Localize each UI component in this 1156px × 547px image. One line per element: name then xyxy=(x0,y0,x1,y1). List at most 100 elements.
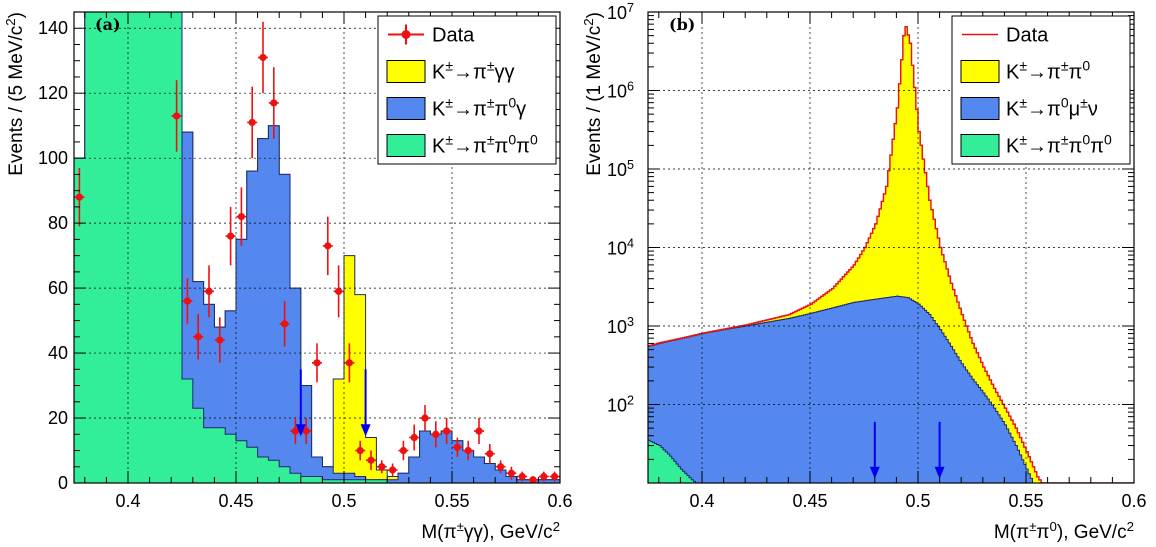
data-point xyxy=(183,297,191,305)
data-point xyxy=(518,472,526,481)
x-axis-title-sup: ± xyxy=(457,519,464,534)
y-tick-base: 10 xyxy=(607,239,627,259)
plot-area xyxy=(648,25,1134,483)
data-point xyxy=(551,472,559,481)
y-tick-exponent: 6 xyxy=(627,80,634,94)
y-tick-base: 10 xyxy=(607,317,627,337)
data-point xyxy=(194,333,202,341)
legend-label-part: ν xyxy=(1088,99,1098,121)
y-tick-label: 120 xyxy=(38,83,68,103)
legend-label: K±→π±π0γ xyxy=(432,95,526,121)
data-point xyxy=(237,213,245,221)
legend-label-part: K xyxy=(1006,62,1020,84)
x-tick-label: 0.6 xyxy=(1121,491,1146,511)
y-tick-exponent: 2 xyxy=(627,394,634,408)
legend-label-part: ± xyxy=(1080,95,1088,111)
data-point xyxy=(540,472,548,481)
legend-label-part: K xyxy=(1006,136,1020,158)
data-point xyxy=(173,112,181,120)
legend-label-part: ± xyxy=(1019,95,1027,111)
data-point xyxy=(497,463,505,471)
x-axis-title-sup: 2 xyxy=(1127,519,1134,534)
y-tick-label: 103 xyxy=(607,315,634,337)
legend-label-part: 0 xyxy=(508,132,516,148)
data-point xyxy=(529,476,537,484)
y-axis-title-part: ) xyxy=(6,12,27,18)
plot-area xyxy=(74,12,560,483)
legend-label-part: →π xyxy=(453,62,487,84)
legend-label-part: γ xyxy=(516,99,526,121)
legend-data-marker xyxy=(401,30,411,39)
data-point xyxy=(335,287,343,295)
x-axis-title-part: π xyxy=(1036,522,1049,543)
x-tick-label: 0.45 xyxy=(218,491,253,511)
x-axis-title-part: γγ), GeV/c xyxy=(464,522,553,543)
legend-label-part: π xyxy=(1069,136,1083,158)
legend-label-data: Data xyxy=(1006,25,1049,47)
arrow-head xyxy=(295,424,306,437)
data-point xyxy=(443,427,451,435)
x-tick-label: 0.55 xyxy=(434,491,469,511)
y-tick-label: 102 xyxy=(607,394,634,416)
y-tick-base: 10 xyxy=(607,160,627,180)
legend-label-part: ± xyxy=(487,58,495,74)
y-tick-label: 100 xyxy=(38,148,68,168)
legend-label-part: π xyxy=(516,136,530,158)
legend-label-part: γγ xyxy=(495,62,515,84)
arrow-head xyxy=(869,466,880,479)
y-tick-exponent: 5 xyxy=(627,158,634,172)
data-point xyxy=(270,99,278,107)
legend-label-part: ± xyxy=(445,132,453,148)
legend-label-part: 0 xyxy=(508,95,516,111)
data-point xyxy=(227,232,235,240)
histogram-0 xyxy=(74,12,560,483)
legend-label: K±→π±γγ xyxy=(432,58,515,84)
data-point xyxy=(205,287,213,295)
data-point xyxy=(507,469,515,477)
data-point xyxy=(389,466,397,474)
x-axis-title-sup: 0 xyxy=(1050,519,1057,534)
x-axis-title: M(π±π0), GeV/c2 xyxy=(994,519,1134,544)
y-tick-label: 40 xyxy=(48,343,68,363)
x-tick-label: 0.6 xyxy=(547,491,572,511)
y-tick-label: 105 xyxy=(607,158,634,180)
data-point xyxy=(259,53,267,62)
cut-arrows xyxy=(869,421,945,479)
legend-label-part: ± xyxy=(445,58,453,74)
legend-label-part: →π xyxy=(1027,136,1061,158)
legend-swatch xyxy=(386,97,426,120)
data-point xyxy=(453,443,461,451)
y-tick-label: 104 xyxy=(607,237,634,259)
y-tick-base: 10 xyxy=(607,3,627,23)
arrow-head xyxy=(360,424,371,437)
histogram-pi0munu xyxy=(648,295,1033,483)
y-tick-exponent: 7 xyxy=(627,1,634,15)
legend-label-data: Data xyxy=(432,25,475,47)
legend-label-part: 0 xyxy=(1082,58,1090,74)
y-axis-title-part: Events / (1 MeV/c xyxy=(584,26,605,176)
panel-label: (a) xyxy=(95,15,121,34)
panel-label: (b) xyxy=(669,15,695,34)
legend-label: K±→π±π0 xyxy=(1006,58,1090,84)
legend-swatch xyxy=(386,134,426,157)
y-axis-title: Events / (1 MeV/c2) xyxy=(581,12,606,176)
legend-label-part: ± xyxy=(1061,58,1069,74)
data-point xyxy=(313,359,321,367)
x-axis: 0.4 0.45 0.5 0.55 0.6 xyxy=(658,12,1147,511)
legend-label-part: μ xyxy=(1069,99,1081,121)
data-point xyxy=(367,456,375,464)
legend-label-part: ± xyxy=(487,95,495,111)
legend-label: K±→π±π0π0 xyxy=(1006,132,1112,158)
y-tick-base: 10 xyxy=(607,82,627,102)
data-point xyxy=(421,414,429,422)
data-point xyxy=(356,446,364,455)
data-point xyxy=(248,118,256,127)
legend-label-part: ± xyxy=(1061,132,1069,148)
data-point xyxy=(486,450,494,458)
legend-label-part: K xyxy=(1006,99,1020,121)
y-tick-label: 60 xyxy=(48,278,68,298)
